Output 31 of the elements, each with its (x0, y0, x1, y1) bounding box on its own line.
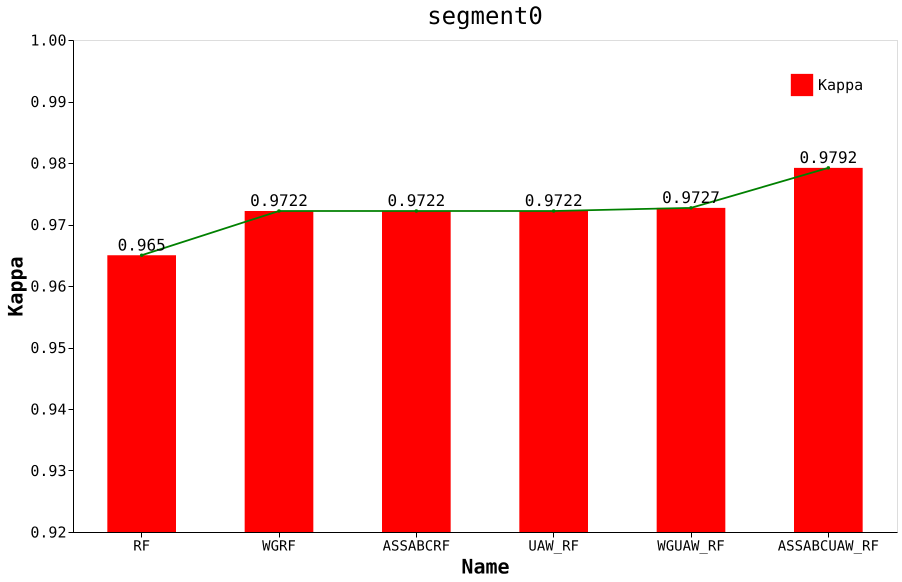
y-tick-label: 0.92 (30, 524, 66, 542)
x-tick-label: WGUAW_RF (657, 538, 725, 554)
chart-title: segment0 (427, 2, 543, 30)
data-label: 0.965 (118, 235, 166, 254)
y-tick-label: 0.96 (30, 278, 66, 296)
point (140, 254, 144, 257)
y-axis-title: Kappa (3, 256, 28, 317)
y-tick-label: 1.00 (30, 32, 66, 50)
y-tick-label: 0.95 (30, 339, 66, 357)
point (689, 206, 693, 210)
point (552, 209, 556, 213)
data-label: 0.9722 (250, 190, 308, 210)
x-tick-label: WGRF (262, 538, 296, 554)
point (414, 209, 418, 213)
point (826, 166, 830, 170)
y-tick-label: 0.99 (30, 93, 66, 111)
y-tick-label: 0.93 (30, 462, 66, 480)
point (277, 209, 281, 213)
x-tick-label: ASSABCUAW_RF (778, 538, 879, 554)
data-label: 0.9792 (799, 148, 858, 167)
x-tick-label: UAW_RF (528, 538, 579, 554)
data-label: 0.9722 (387, 190, 446, 210)
legend-label: Kappa (818, 76, 864, 94)
y-tick-label: 0.97 (30, 216, 66, 234)
data-label: 0.9727 (662, 188, 720, 207)
x-axis-title: Name (461, 554, 510, 578)
x-tick-label: ASSABCRF (382, 538, 450, 554)
y-tick-label: 0.98 (30, 154, 66, 172)
x-tick-label: RF (133, 538, 150, 554)
data-label: 0.9722 (524, 190, 583, 210)
y-tick-label: 0.94 (30, 400, 66, 418)
